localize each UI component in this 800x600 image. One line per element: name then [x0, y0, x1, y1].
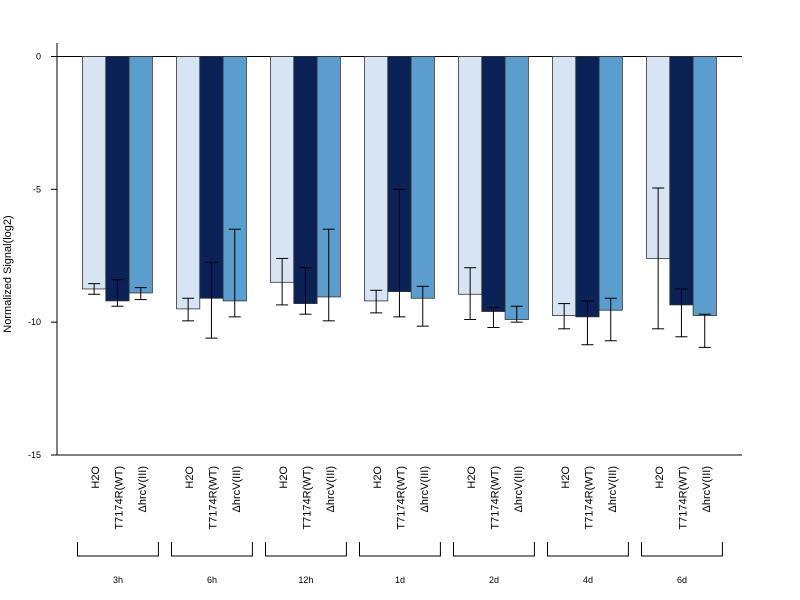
bar-label: H2O	[184, 466, 196, 489]
error-bar-6d-1	[675, 288, 688, 338]
error-bar-3h-2	[134, 287, 147, 301]
bar-label: H2O	[278, 466, 290, 489]
error-bar-2d-2	[510, 305, 523, 323]
bar-label: H2O	[372, 466, 384, 489]
group-bracket-2d: 2d	[453, 542, 535, 585]
bar-label: ΔhrcV(III)	[513, 466, 525, 512]
group-brackets: 3h 6h 12h 1d 2d 4d 6d	[77, 542, 723, 585]
error-bar-6h-2	[228, 228, 241, 318]
bar-label: T7174R(WT)	[395, 466, 407, 530]
bar-3h-0	[82, 56, 107, 290]
error-bar-12h-1	[299, 267, 312, 315]
group-label: 3h	[113, 575, 123, 585]
bar-1d-2	[410, 56, 435, 299]
bar-label: ΔhrcV(III)	[325, 466, 337, 512]
y-tick-label: -15	[28, 450, 41, 460]
bar-4d-1	[575, 56, 600, 318]
error-bar-4d-2	[604, 297, 617, 342]
group-bracket-3h: 3h	[77, 542, 159, 585]
error-bars	[88, 187, 711, 348]
bar-6h-0	[176, 56, 201, 310]
error-bar-6d-2	[698, 313, 711, 348]
group-bracket-6d: 6d	[641, 542, 723, 585]
error-bar-3h-1	[111, 279, 124, 307]
error-bar-1d-2	[416, 285, 429, 327]
y-tick-label: -10	[28, 317, 41, 327]
bar-label: T7174R(WT)	[489, 466, 501, 530]
bar-label: H2O	[90, 466, 102, 489]
y-axis: 0 -5 -10 -15	[28, 43, 58, 460]
bar-12h-0	[270, 56, 295, 283]
bar-4d-0	[552, 56, 577, 316]
y-tick-label: -5	[33, 184, 41, 194]
bar-label: ΔhrcV(III)	[137, 466, 149, 512]
error-bar-12h-0	[276, 257, 289, 306]
bar-series	[82, 56, 717, 320]
error-bar-4d-1	[581, 300, 594, 346]
y-axis-label: Normalized Signal(log2)	[2, 215, 14, 332]
error-bar-6h-1	[205, 261, 218, 339]
bar-label: T7174R(WT)	[207, 466, 219, 530]
error-bar-1d-1	[393, 188, 406, 318]
bar-label: T7174R(WT)	[677, 466, 689, 530]
error-bar-3h-0	[88, 283, 101, 295]
bar-2d-2	[504, 56, 529, 320]
group-label: 1d	[395, 575, 405, 585]
bar-6d-1	[669, 56, 694, 306]
bar-label: ΔhrcV(III)	[607, 466, 619, 512]
bar-label: T7174R(WT)	[113, 466, 125, 530]
bar-label: ΔhrcV(III)	[231, 466, 243, 512]
bar-label: T7174R(WT)	[583, 466, 595, 530]
bar-label: ΔhrcV(III)	[701, 466, 713, 512]
error-bar-6h-0	[182, 297, 195, 322]
group-label: 6d	[677, 575, 687, 585]
group-bracket-12h: 12h	[265, 542, 347, 585]
group-label: 2d	[489, 575, 499, 585]
group-bracket-1d: 1d	[359, 542, 441, 585]
y-tick-label: 0	[36, 52, 41, 62]
error-bar-4d-0	[558, 303, 571, 330]
bar-4d-2	[598, 56, 623, 311]
group-bracket-6h: 6h	[171, 542, 253, 585]
bar-3h-1	[105, 56, 130, 302]
error-bar-1d-0	[370, 289, 383, 314]
bar-1d-0	[364, 56, 389, 302]
bar-label: H2O	[466, 466, 478, 489]
bar-12h-1	[293, 56, 318, 304]
bar-2d-0	[458, 56, 483, 295]
bar-6d-2	[692, 56, 717, 316]
group-label: 4d	[583, 575, 593, 585]
bar-3h-2	[128, 56, 153, 294]
error-bar-2d-1	[487, 307, 500, 328]
bar-label: H2O	[560, 466, 572, 489]
x-tick-labels: H2O T7174R(WT) ΔhrcV(III) H2O T7174R(WT) Δhrc…	[90, 466, 713, 530]
group-label: 6h	[207, 575, 217, 585]
bar-label: T7174R(WT)	[301, 466, 313, 530]
bar-label: H2O	[654, 466, 666, 489]
group-bracket-4d: 4d	[547, 542, 629, 585]
error-bar-12h-2	[322, 228, 335, 322]
bar-2d-1	[481, 56, 506, 312]
error-bar-2d-0	[464, 267, 477, 321]
group-label: 12h	[298, 575, 313, 585]
error-bar-6d-0	[652, 187, 665, 330]
bar-label: ΔhrcV(III)	[419, 466, 431, 512]
